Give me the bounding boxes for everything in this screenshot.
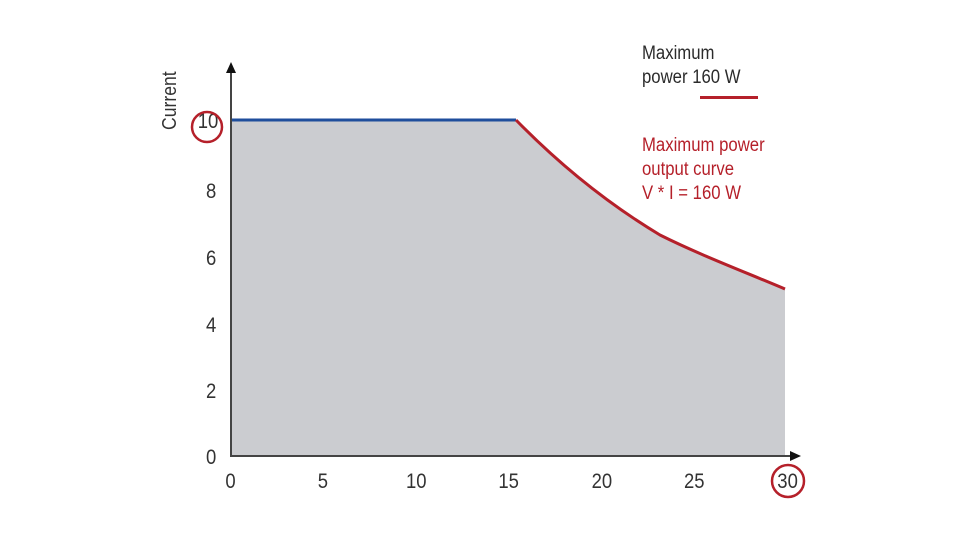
max-power-underline xyxy=(700,96,758,99)
x-tick-30: 30 xyxy=(777,470,798,493)
max-power-line2: power 160 W xyxy=(642,66,741,90)
x-tick-30-highlight xyxy=(770,463,806,499)
y-tick-10-highlight xyxy=(190,110,224,144)
x-tick-10: 10 xyxy=(406,470,427,493)
curve-line1: Maximum power xyxy=(642,135,765,156)
x-tick-15: 15 xyxy=(498,470,519,493)
max-power-value: 160 W xyxy=(692,67,741,88)
operating-area xyxy=(231,120,785,456)
y-tick-10: 10 xyxy=(198,110,219,133)
max-power-line1: Maximum xyxy=(642,43,715,64)
x-axis-arrow-icon xyxy=(790,451,801,461)
y-tick-0: 0 xyxy=(206,446,216,469)
curve-annotation: Maximum power output curve V * I = 160 W xyxy=(642,134,765,206)
x-tick-20: 20 xyxy=(592,470,613,493)
max-power-annotation: Maximum power 160 W xyxy=(642,42,741,90)
y-axis-label: Current xyxy=(158,71,180,130)
y-tick-2: 2 xyxy=(206,380,216,403)
y-tick-4: 4 xyxy=(206,314,216,337)
y-tick-6: 6 xyxy=(206,247,216,270)
max-power-curve xyxy=(514,118,786,291)
y-axis-arrow-icon xyxy=(226,62,236,73)
curve-line2: output curve xyxy=(642,159,735,180)
curve-line3: V * I = 160 W xyxy=(642,183,741,204)
y-tick-8: 8 xyxy=(206,180,216,203)
x-tick-5: 5 xyxy=(318,470,328,493)
max-power-prefix: power xyxy=(642,67,693,88)
x-tick-25: 25 xyxy=(684,470,705,493)
x-tick-0: 0 xyxy=(225,470,235,493)
